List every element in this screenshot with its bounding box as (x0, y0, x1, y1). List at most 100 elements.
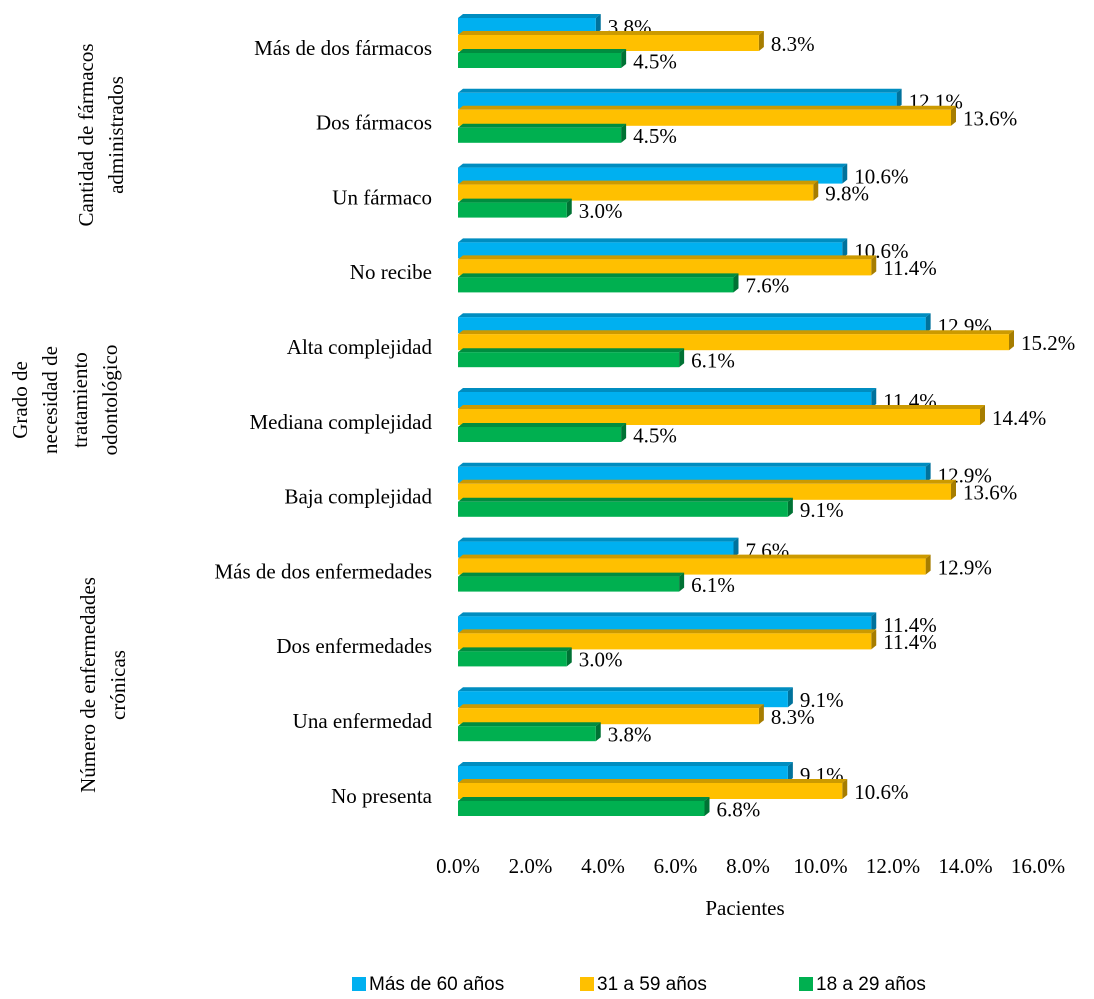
bar-side-face (980, 405, 985, 425)
bar-top-face (458, 330, 1014, 335)
bar-side-face (595, 14, 601, 34)
bar (458, 558, 926, 575)
bar-side-face (871, 629, 877, 650)
bar-side-face (951, 479, 956, 500)
bar-side-face (621, 49, 627, 68)
bar-side-face (842, 779, 848, 799)
bar (458, 576, 680, 592)
x-tick-label: 4.0% (581, 854, 625, 878)
bar-side-face (566, 198, 572, 218)
bar (458, 616, 872, 633)
value-label: 4.5% (633, 423, 677, 447)
bar-top-face (458, 497, 793, 502)
bar-side-face (925, 554, 931, 575)
value-label: 6.1% (691, 349, 735, 373)
category-label: Alta complejidad (287, 335, 433, 359)
bar-top-face (458, 238, 848, 243)
value-label: 13.6% (963, 481, 1017, 505)
bar-top-face (458, 313, 931, 318)
x-tick-label: 14.0% (938, 854, 992, 878)
bar (458, 259, 872, 276)
bar (458, 184, 814, 201)
bar (458, 483, 951, 500)
group-label: administrados (104, 76, 128, 194)
category-label: No recibe (350, 260, 432, 284)
bar-top-face (458, 31, 764, 35)
bar-side-face (871, 388, 877, 408)
group-label: tratamiento (68, 352, 92, 448)
legend-label: Más de 60 años (369, 974, 504, 995)
bar (458, 409, 980, 425)
bar (458, 109, 951, 126)
bar (458, 392, 872, 408)
bar-top-face (458, 14, 601, 18)
bar-top-face (458, 255, 877, 260)
bar-top-face (458, 163, 848, 168)
value-label: 8.3% (771, 705, 815, 729)
bar-side-face (595, 722, 601, 742)
bar-top-face (458, 273, 739, 278)
bar (458, 18, 596, 34)
bar (458, 708, 759, 725)
bar-side-face (1009, 330, 1014, 351)
x-tick-label: 0.0% (436, 854, 480, 878)
legend-swatch (799, 977, 813, 991)
bar-side-face (871, 255, 877, 276)
bar-side-face (842, 163, 848, 184)
group-label: Grado de (8, 361, 32, 439)
bar-top-face (458, 797, 710, 801)
bar-side-face (733, 537, 739, 558)
bar-top-face (458, 180, 819, 185)
bar (458, 466, 926, 483)
bar-side-face (758, 704, 764, 725)
bar-top-face (458, 105, 956, 110)
category-label: Dos enfermedades (276, 634, 432, 658)
value-label: 12.9% (938, 555, 992, 579)
bar-top-face (458, 405, 985, 409)
bar (458, 633, 872, 650)
bar (458, 801, 705, 816)
category-label: Más de dos fármacos (254, 36, 432, 60)
value-label: 11.4% (883, 256, 936, 280)
value-label: 8.3% (771, 32, 815, 56)
bar-top-face (458, 779, 848, 783)
bar (458, 501, 788, 517)
bar-top-face (458, 123, 627, 128)
bar-top-face (458, 629, 877, 634)
bar-top-face (458, 704, 764, 709)
bar-top-face (458, 722, 601, 727)
bar (458, 541, 734, 558)
group-label: crónicas (106, 650, 130, 720)
bar-side-face (951, 105, 956, 126)
bar-top-face (458, 479, 956, 484)
value-label: 10.6% (854, 780, 908, 804)
x-tick-label: 8.0% (726, 854, 770, 878)
value-label: 9.1% (800, 498, 844, 522)
bar-side-face (679, 572, 685, 592)
bar-side-face (925, 313, 931, 334)
legend-label: 18 a 29 años (816, 974, 926, 995)
bar-top-face (458, 198, 572, 203)
bar-side-face (896, 88, 902, 109)
bar (458, 766, 788, 782)
bar-top-face (458, 537, 739, 542)
value-label: 3.8% (608, 723, 652, 747)
bar (458, 334, 1009, 351)
bar-side-face (842, 238, 848, 259)
value-label: 7.6% (746, 274, 790, 298)
x-tick-label: 2.0% (509, 854, 553, 878)
bar-side-face (871, 612, 877, 633)
x-axis-label: Pacientes (705, 896, 784, 920)
bar-side-face (925, 462, 931, 483)
bar-side-face (813, 180, 819, 201)
bar-top-face (458, 687, 793, 692)
value-label: 4.5% (633, 49, 677, 73)
category-label: Baja complejidad (284, 485, 432, 509)
bar-top-face (458, 612, 877, 617)
bar (458, 202, 567, 218)
bar (458, 277, 734, 293)
value-label: 6.1% (691, 573, 735, 597)
value-label: 15.2% (1021, 331, 1075, 355)
value-label: 4.5% (633, 124, 677, 148)
